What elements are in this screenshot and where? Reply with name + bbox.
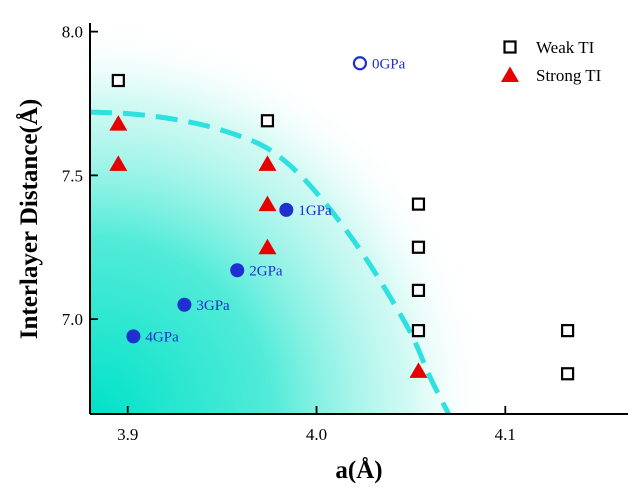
weak-ti-point xyxy=(111,73,125,88)
strong-ti-point xyxy=(409,362,428,378)
y-tick-label: 7.5 xyxy=(62,166,83,185)
boundary-curve-layer xyxy=(90,109,451,414)
pressure-point-label: 1GPa xyxy=(298,203,332,219)
boundary-curve xyxy=(90,109,451,414)
strong-ti-point xyxy=(109,115,128,131)
y-axis-title: Interlayer Distance(Å) xyxy=(15,99,43,339)
shaded-region-fill xyxy=(90,23,628,414)
legend: Weak TI Strong TI xyxy=(501,38,602,85)
pressure-point-label: 4GPa xyxy=(145,329,179,345)
weak-ti-point xyxy=(411,324,426,338)
weak-ti-point xyxy=(260,114,275,128)
pressure-point xyxy=(177,297,192,312)
pressure-point xyxy=(279,202,294,217)
ticks: 3.9 4.0 4.1 7.0 7.5 8.0 xyxy=(62,23,516,444)
pressure-point-label: 3GPa xyxy=(196,298,230,314)
shaded-region xyxy=(90,23,628,414)
data-points: 0GPa 1GPa 2GPa 3GPa 4GPa xyxy=(109,56,575,381)
weak-ti-point xyxy=(411,240,426,254)
legend-label: Strong TI xyxy=(536,66,602,85)
y-tick-label: 8.0 xyxy=(62,23,83,42)
x-tick-label: 4.1 xyxy=(495,425,516,444)
legend-strong-ti-marker xyxy=(501,66,519,82)
x-tick-label: 4.0 xyxy=(306,425,327,444)
x-axis-title: a(Å) xyxy=(335,456,382,484)
axes-frame xyxy=(89,23,628,415)
pressure-point xyxy=(126,329,141,344)
pressure-point xyxy=(352,56,368,71)
legend-weak-ti-marker xyxy=(503,40,517,54)
strong-ti-point xyxy=(258,238,277,255)
weak-ti-point xyxy=(411,197,426,211)
x-tick-label: 3.9 xyxy=(117,425,138,444)
strong-ti-point xyxy=(109,155,128,171)
weak-ti-point xyxy=(560,367,575,381)
strong-ti-point xyxy=(258,195,277,212)
pressure-point xyxy=(230,263,245,278)
pressure-point-label: 2GPa xyxy=(249,263,283,279)
weak-ti-point xyxy=(560,324,575,338)
pressure-point-label: 0GPa xyxy=(372,56,406,72)
strong-ti-point xyxy=(258,155,277,171)
weak-ti-point xyxy=(411,283,426,297)
y-tick-label: 7.0 xyxy=(62,310,83,329)
legend-label: Weak TI xyxy=(536,38,595,57)
